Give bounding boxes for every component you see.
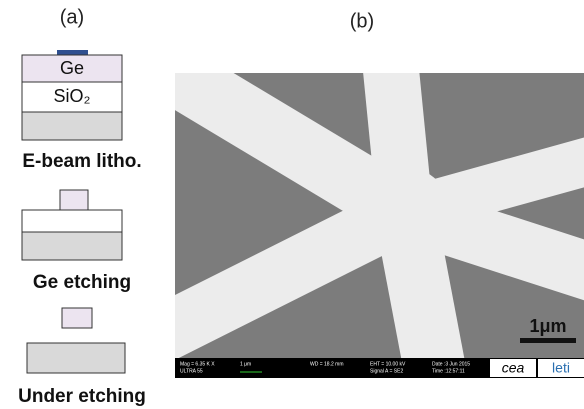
info-text: 1 μm bbox=[240, 361, 251, 367]
info-text: WD = 18.2 mm bbox=[310, 361, 343, 367]
page: {"panel_a": {"label": "(a)", "ge_layer":… bbox=[0, 0, 584, 409]
substrate bbox=[22, 112, 122, 140]
step-label: Ge etching bbox=[33, 272, 131, 293]
layer-label: SiO₂ bbox=[54, 86, 91, 106]
substrate bbox=[27, 343, 125, 373]
info-text: Signal A = SE2 bbox=[370, 368, 403, 374]
ge-block bbox=[60, 190, 88, 210]
scale-bar bbox=[520, 338, 576, 343]
info-text: Date :3 Jun 2015 bbox=[432, 361, 470, 367]
info-text: ULTRA 55 bbox=[180, 368, 203, 374]
logo: cea bbox=[502, 360, 525, 376]
info-text: EHT = 10.00 kV bbox=[370, 361, 406, 367]
scale-bar-label: 1μm bbox=[529, 316, 566, 336]
substrate bbox=[22, 232, 122, 260]
step-label: E-beam litho. bbox=[22, 151, 141, 172]
logo: leti bbox=[552, 360, 570, 376]
sem-image: 1μm Mag = 6.35 K X ULTRA 55 1 μm WD = 18… bbox=[160, 60, 584, 378]
info-text: Mag = 6.35 K X bbox=[180, 361, 215, 367]
panel-label: (b) bbox=[350, 10, 374, 32]
info-text: Time :12:57:11 bbox=[432, 368, 465, 374]
resist bbox=[57, 50, 88, 55]
step-label: Under etching bbox=[18, 386, 146, 407]
layer-label: Ge bbox=[60, 58, 84, 78]
figure: (a) Ge SiO₂ E-beam litho. Ge etching Und… bbox=[0, 0, 584, 409]
sio2-layer bbox=[22, 210, 122, 232]
ge-block bbox=[62, 308, 92, 328]
panel-label: (a) bbox=[60, 6, 84, 28]
